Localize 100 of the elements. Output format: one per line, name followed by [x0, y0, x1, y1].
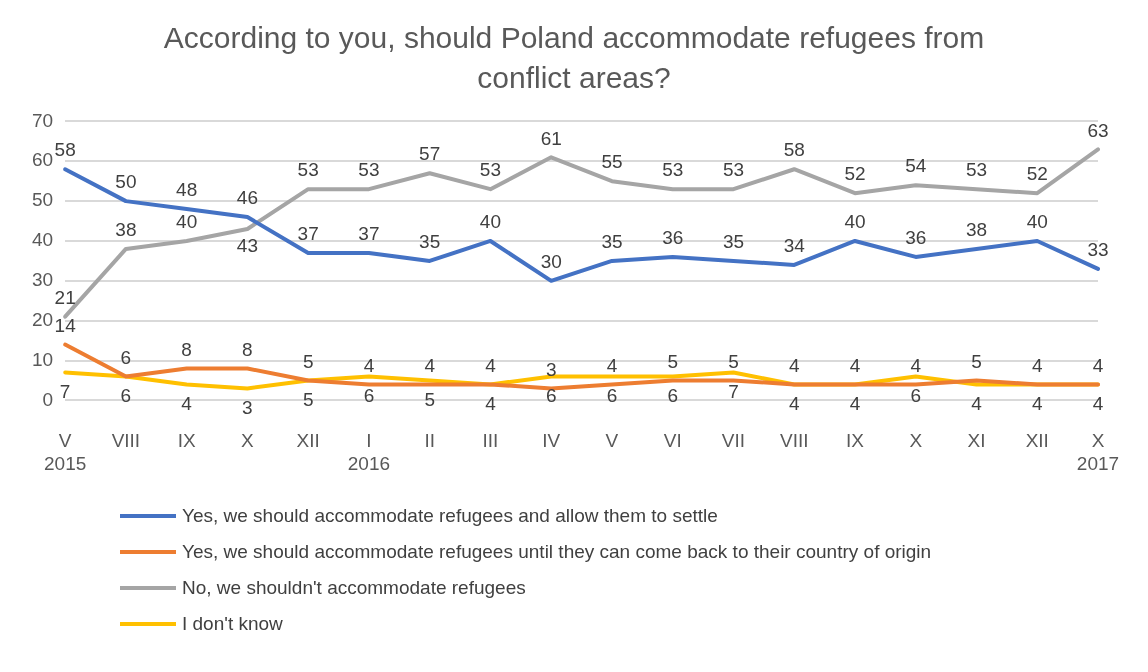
x-tick-label: X 2017 [1076, 430, 1120, 474]
data-label: 40 [1026, 211, 1048, 233]
data-label: 63 [1087, 119, 1109, 141]
data-label: 52 [844, 163, 866, 185]
data-label: 5 [667, 350, 678, 372]
data-label: 4 [181, 392, 193, 414]
data-label: 37 [358, 223, 380, 245]
data-label: 50 [115, 171, 137, 193]
x-tick-label: XI [967, 430, 986, 452]
x-tick-label: I 2016 [347, 430, 391, 474]
x-tick-label: II [424, 430, 435, 452]
y-tick-label: 70 [31, 109, 54, 131]
data-label: 54 [905, 155, 927, 177]
data-label: 40 [479, 211, 501, 233]
data-label: 38 [965, 219, 988, 241]
data-label: 35 [722, 231, 745, 253]
x-tick-label: III [482, 430, 499, 452]
data-label: 36 [662, 227, 684, 249]
y-tick-label: 0 [42, 388, 54, 410]
y-tick-label: 30 [31, 269, 54, 291]
y-tick-label: 60 [31, 149, 54, 171]
data-label: 8 [242, 338, 253, 360]
y-tick-label: 40 [31, 229, 54, 251]
data-label: 35 [601, 231, 623, 253]
data-label: 40 [844, 211, 866, 233]
data-label: 57 [419, 143, 441, 165]
data-label: 58 [54, 139, 76, 161]
data-label: 4 [485, 392, 497, 414]
legend-label: No, we shouldn't accommodate refugees [182, 577, 526, 599]
x-tick-label: XII [1025, 430, 1049, 452]
data-label: 7 [59, 380, 71, 402]
data-label: 7 [728, 380, 739, 402]
data-label: 4 [363, 354, 375, 376]
data-label: 6 [667, 384, 678, 406]
legend-label: Yes, we should accommodate refugees and allow them to settle [182, 505, 718, 527]
data-label: 4 [1031, 392, 1043, 414]
y-tick-label: 50 [31, 189, 54, 211]
data-label: 6 [606, 384, 618, 406]
data-label: 4 [788, 354, 800, 376]
data-label: 48 [176, 179, 198, 201]
data-label: 4 [1092, 354, 1104, 376]
y-tick-label: 20 [31, 308, 54, 330]
data-label: 4 [910, 354, 922, 376]
x-tick-label: V [605, 430, 619, 452]
data-label: 4 [424, 354, 436, 376]
data-label: 5 [424, 388, 435, 410]
x-tick-label: VIII [111, 430, 141, 452]
data-label: 6 [545, 384, 557, 406]
data-label: 6 [120, 346, 132, 368]
data-label: 53 [722, 159, 745, 181]
data-label: 35 [419, 231, 441, 253]
data-label: 30 [540, 251, 562, 273]
data-label: 5 [302, 350, 314, 372]
data-label: 8 [181, 338, 192, 360]
data-label: 4 [1031, 354, 1043, 376]
data-label: 4 [1092, 392, 1104, 414]
x-tick-label: X [241, 430, 255, 452]
x-tick-label: X [909, 430, 923, 452]
data-label: 55 [601, 151, 623, 173]
chart-title: According to you, should Poland accommodate refugees from conflict areas? [162, 20, 986, 96]
data-label: 53 [479, 159, 501, 181]
legend-label: I don't know [182, 613, 283, 635]
data-label: 6 [910, 384, 922, 406]
legend-label: Yes, we should accommodate refugees until they can come back to their country of origin [182, 541, 932, 563]
data-label: 53 [358, 159, 380, 181]
data-label: 38 [115, 219, 137, 241]
data-label: 4 [606, 354, 618, 376]
data-label: 6 [363, 384, 375, 406]
data-label: 53 [297, 159, 319, 181]
data-label: 43 [236, 235, 258, 257]
data-label: 4 [485, 354, 497, 376]
data-label: 52 [1026, 163, 1048, 185]
data-label: 34 [783, 235, 806, 257]
x-tick-label: VI [663, 430, 682, 452]
data-label: 36 [905, 227, 927, 249]
x-tick-label: VII [721, 430, 746, 452]
data-label: 4 [788, 392, 800, 414]
data-label: 5 [302, 388, 314, 410]
data-label: 33 [1087, 239, 1109, 261]
data-label: 37 [297, 223, 319, 245]
data-label: 5 [971, 350, 982, 372]
data-label: 46 [236, 187, 258, 209]
data-label: 3 [242, 396, 253, 418]
data-label: 4 [849, 392, 861, 414]
data-label: 53 [965, 159, 988, 181]
data-label: 4 [971, 392, 983, 414]
data-label: 5 [728, 350, 739, 372]
x-tick-label: V 2015 [43, 430, 87, 474]
x-tick-label: IX [177, 430, 196, 452]
x-tick-label: IX [846, 430, 865, 452]
data-label: 58 [783, 139, 805, 161]
x-tick-label: IV [542, 430, 561, 452]
x-tick-label: XII [296, 430, 320, 452]
data-label: 53 [662, 159, 684, 181]
data-label: 61 [540, 127, 562, 149]
data-label: 40 [176, 211, 198, 233]
y-tick-label: 10 [31, 348, 54, 370]
data-label: 21 [54, 286, 76, 308]
data-label: 4 [849, 354, 861, 376]
data-label: 14 [54, 314, 77, 336]
